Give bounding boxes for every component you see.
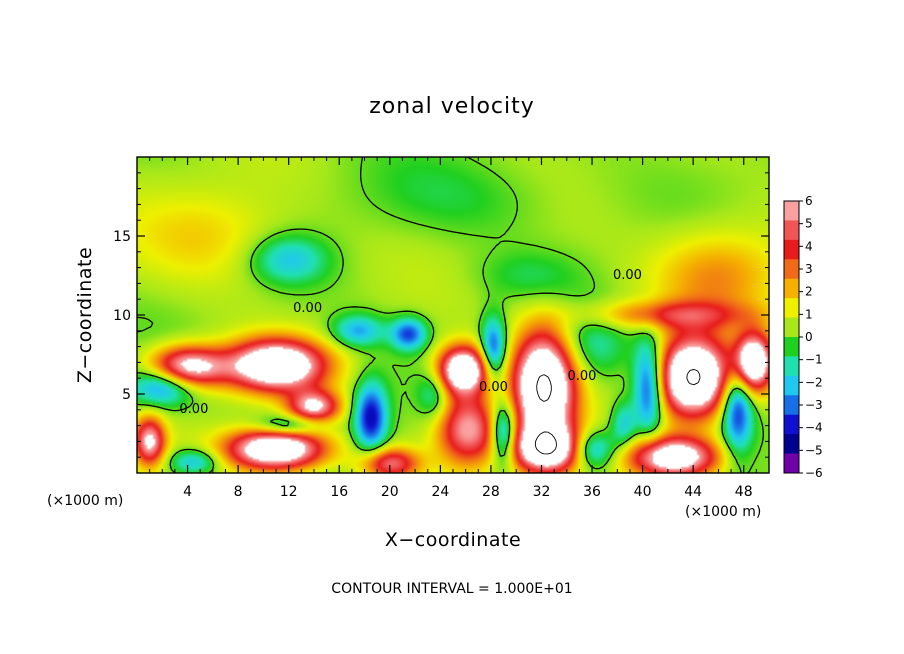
contour-zero: [137, 157, 764, 473]
y-axis-title: Z−coordinate: [74, 247, 96, 383]
contour-lines: [137, 157, 764, 473]
colorbar-swatch: [784, 356, 799, 377]
colorbar-swatch: [784, 395, 799, 416]
colorbar-swatch: [784, 414, 799, 435]
colorbar: 6 5 4 3 2 1 0 −1 −2 −3 −4 −5 −6: [783, 194, 823, 480]
x-axis-ticks: 4 8 12 16 20 24 28 32 36 40 44 48: [149, 157, 757, 500]
contour-positive: [534, 369, 701, 455]
x-tick-label: 12: [280, 484, 298, 500]
x-tick-label: 48: [735, 484, 753, 500]
colorbar-swatch: [784, 220, 799, 241]
x-tick-label: 24: [431, 484, 449, 500]
plot-area: 0.00 0.00 0.00 0.00 0.00: [136, 156, 770, 474]
colorbar-tick-label: −2: [805, 375, 823, 389]
contour-label: 0.00: [179, 402, 208, 417]
colorbar-tick-label: −4: [805, 421, 823, 435]
heatmap-field: [137, 157, 769, 473]
x-axis-unit-left: (×1000 m): [47, 493, 123, 509]
contour-label: 0.00: [613, 268, 642, 283]
y-tick-label: 10: [113, 308, 131, 324]
x-tick-label: 40: [634, 484, 652, 500]
colorbar-tick-label: 6: [805, 194, 813, 208]
contour-labels: 0.00 0.00 0.00 0.00 0.00: [179, 268, 642, 417]
x-tick-label: 32: [533, 484, 551, 500]
colorbar-tick-label: 3: [805, 262, 813, 276]
colorbar-swatch: [784, 239, 799, 260]
colorbar-swatch: [784, 337, 799, 357]
colorbar-tick-label: 0: [805, 330, 813, 344]
chart-title: zonal velocity: [369, 94, 535, 119]
colorbar-swatch: [784, 375, 799, 396]
colorbar-swatch: [784, 434, 799, 455]
x-tick-label: 36: [583, 484, 601, 500]
colorbar-tick-label: 4: [805, 239, 813, 253]
x-tick-label: 4: [183, 484, 192, 500]
x-tick-label: 20: [381, 484, 399, 500]
y-axis-ticks: 5 10 15: [113, 172, 769, 458]
contour-label: 0.00: [479, 380, 508, 395]
x-tick-label: 44: [684, 484, 702, 500]
contour-label: 0.00: [567, 369, 596, 384]
colorbar-tick-label: 2: [805, 285, 813, 299]
colorbar-swatch: [784, 298, 799, 319]
contour-interval-note: CONTOUR INTERVAL = 1.000E+01: [331, 581, 572, 597]
colorbar-swatch: [784, 259, 799, 280]
x-tick-label: 8: [234, 484, 243, 500]
x-axis-title: X−coordinate: [385, 529, 521, 551]
colorbar-tick-label: −3: [805, 398, 823, 412]
colorbar-tick-label: −1: [805, 353, 823, 367]
y-tick-label: 5: [122, 387, 131, 403]
colorbar-tick-label: −6: [805, 466, 823, 480]
x-axis-unit-right: (×1000 m): [685, 504, 761, 520]
contour-label: 0.00: [293, 301, 322, 316]
colorbar-swatch: [784, 278, 799, 299]
colorbar-tick-label: 5: [805, 217, 813, 231]
y-tick-label: 15: [113, 229, 131, 245]
colorbar-swatch: [784, 453, 799, 474]
colorbar-tick-label: 1: [805, 307, 813, 321]
colorbar-swatch: [784, 317, 799, 338]
colorbar-tick-label: −5: [805, 443, 823, 457]
colorbar-swatch: [784, 201, 799, 221]
x-tick-label: 28: [482, 484, 500, 500]
x-tick-label: 16: [330, 484, 348, 500]
